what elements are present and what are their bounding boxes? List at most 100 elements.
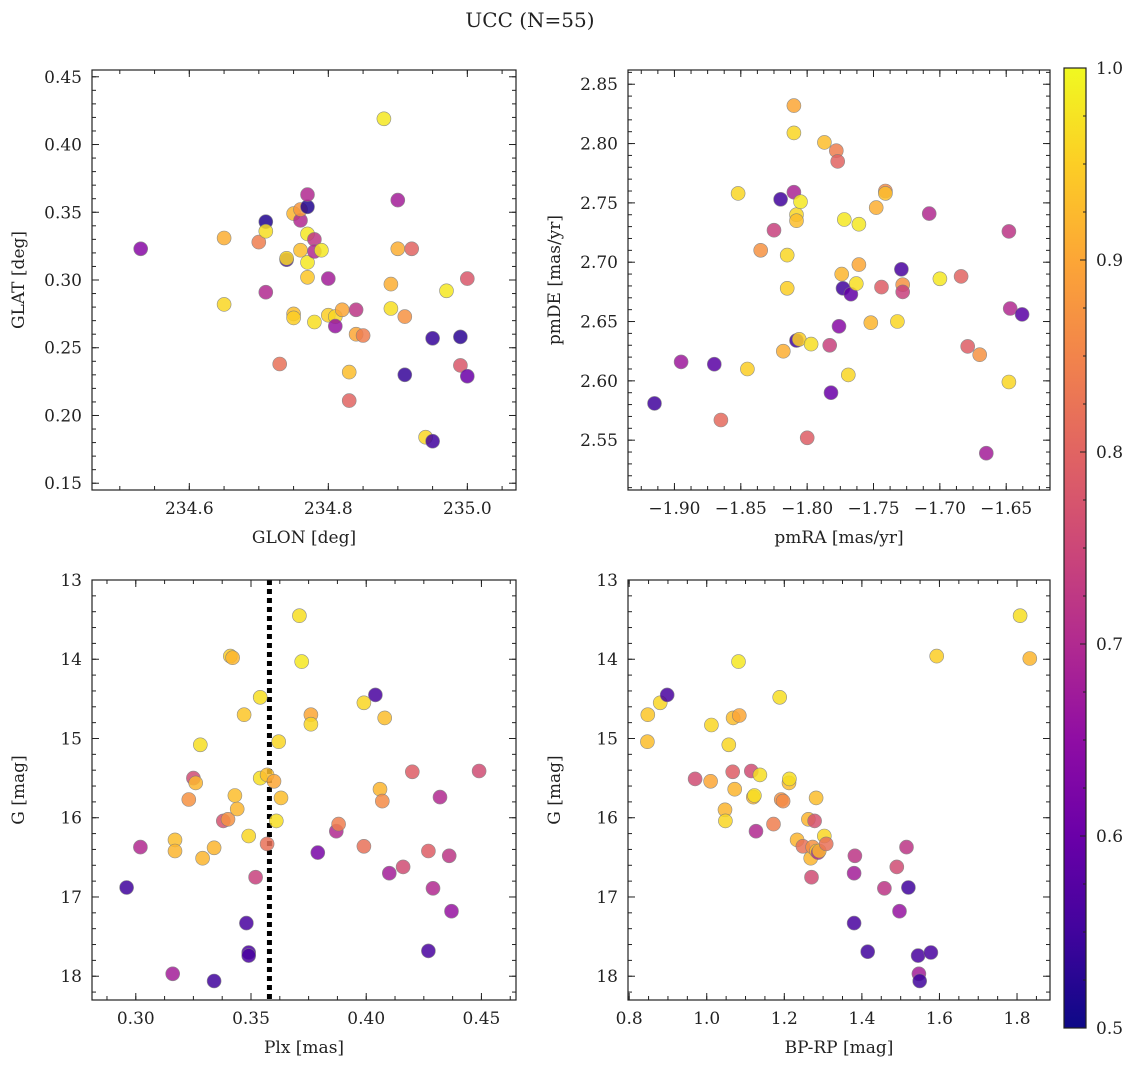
scatter-point [921, 206, 937, 221]
scatter-point [851, 257, 867, 272]
scatter-point [300, 269, 315, 285]
y-tick-label: 2.80 [580, 135, 618, 155]
scatter-point [133, 839, 148, 855]
figure-title: UCC (N=55) [465, 8, 594, 32]
scatter-point [775, 343, 791, 359]
scatter-point [822, 337, 838, 353]
scatter-point [459, 368, 475, 384]
scatter-point [731, 654, 746, 669]
scatter-point [383, 276, 399, 292]
scatter-point [310, 845, 326, 860]
axes-frame [627, 579, 1051, 1001]
scatter-point [216, 230, 232, 246]
y-tick-label: 0.30 [44, 271, 82, 291]
scatter-point [895, 284, 911, 300]
scatter-point [292, 608, 307, 624]
scatter-point [1002, 301, 1018, 316]
scatter-point [252, 689, 268, 705]
scatter-point [293, 242, 308, 258]
scatter-point [978, 445, 994, 461]
scatter-point [803, 336, 819, 352]
scatter-point [807, 813, 822, 829]
scatter-point [706, 356, 722, 372]
scatter-point [459, 271, 475, 286]
scatter-point [817, 135, 832, 150]
scatter-point [1022, 651, 1038, 666]
scatter-point [227, 788, 243, 803]
y-tick-label: 16 [596, 809, 618, 829]
scatter-point [248, 869, 263, 885]
scatter-point [225, 650, 240, 666]
scatter-point [453, 358, 468, 373]
x-tick-label: 1.4 [848, 1009, 875, 1029]
y-tick-label: 0.40 [44, 136, 82, 156]
y-tick-label: 13 [596, 571, 618, 591]
scatter-point [640, 707, 656, 723]
scatter-point [294, 654, 310, 669]
x-tick-label: 234.8 [304, 499, 353, 519]
y-axis-label: G [mag] [9, 755, 29, 824]
y-tick-label: 2.60 [580, 372, 618, 392]
scatter-point [831, 318, 847, 334]
y-tick-label: 16 [60, 809, 82, 829]
x-tick-label: 1.0 [693, 1009, 720, 1029]
scatter-point [286, 310, 301, 326]
scatter-point [766, 816, 781, 832]
scatter-point [193, 737, 208, 753]
scatter-point [818, 836, 834, 852]
scatter-point [899, 839, 914, 855]
scatter-point [421, 843, 436, 859]
y-tick-label: 2.75 [580, 194, 618, 214]
x-tick-label: 1.2 [771, 1009, 798, 1029]
scatter-point [268, 813, 284, 829]
scatter-point [892, 903, 907, 919]
scatter-point [395, 859, 411, 875]
scatter-point [901, 880, 916, 895]
panel-bprp-g: 0.8 1.0 1.2 1.4 1.6 1.8 13 14 15 16 17 18 BP-RP [mag… [545, 571, 1051, 1058]
y-tick-label: 18 [596, 967, 618, 987]
scatter-point [272, 356, 288, 372]
scatter-point [300, 255, 315, 270]
scatter-point [718, 813, 733, 829]
x-axis-label: Plx [mas] [264, 1038, 344, 1058]
scatter-point [793, 194, 808, 209]
scatter-point [397, 367, 413, 383]
scatter-point [775, 793, 791, 809]
scatter-point [912, 973, 928, 989]
scatter-point [782, 771, 797, 787]
scatter-point [355, 328, 371, 343]
scatter-point [740, 361, 755, 377]
y-tick-label: 0.20 [44, 406, 82, 426]
scatter-point [348, 302, 364, 318]
scatter-point [804, 869, 819, 885]
x-tick-label: −1.70 [914, 499, 966, 519]
scatter-point [314, 242, 329, 258]
scatter-point [836, 212, 852, 227]
panel-plx-g: 0.30 0.35 0.40 0.45 13 14 15 16 17 18 Plx [mas] G [… [9, 571, 517, 1058]
axes-frame [627, 69, 1051, 491]
scatter-point [271, 734, 287, 750]
scatter-point [786, 98, 802, 113]
y-tick-label: 14 [596, 650, 618, 670]
scatter-point [471, 763, 487, 779]
x-axis-label: pmRA [mas/yr] [774, 528, 903, 548]
y-tick-label: 15 [60, 729, 82, 749]
scatter-point [258, 284, 274, 300]
x-tick-label: 0.8 [616, 1009, 643, 1029]
scatter-points [133, 111, 475, 449]
scatter-point [119, 880, 134, 895]
scatter-point [786, 125, 802, 141]
x-tick-label: −1.80 [781, 499, 833, 519]
colorbar: 0.5 0.6 0.7 0.8 0.9 1.0 [1063, 59, 1123, 1039]
y-tick-label: 15 [596, 729, 618, 749]
scatter-point [258, 223, 274, 239]
scatter-point [381, 865, 397, 881]
y-tick-label: 0.35 [44, 203, 82, 223]
scatter-point [266, 773, 282, 789]
scatter-point [425, 330, 440, 346]
colorbar-tick-label: 0.6 [1096, 827, 1123, 847]
scatter-point [1014, 307, 1030, 322]
scatter-point [397, 309, 413, 324]
scatter-point [229, 801, 245, 817]
x-tick-label: −1.90 [648, 499, 700, 519]
